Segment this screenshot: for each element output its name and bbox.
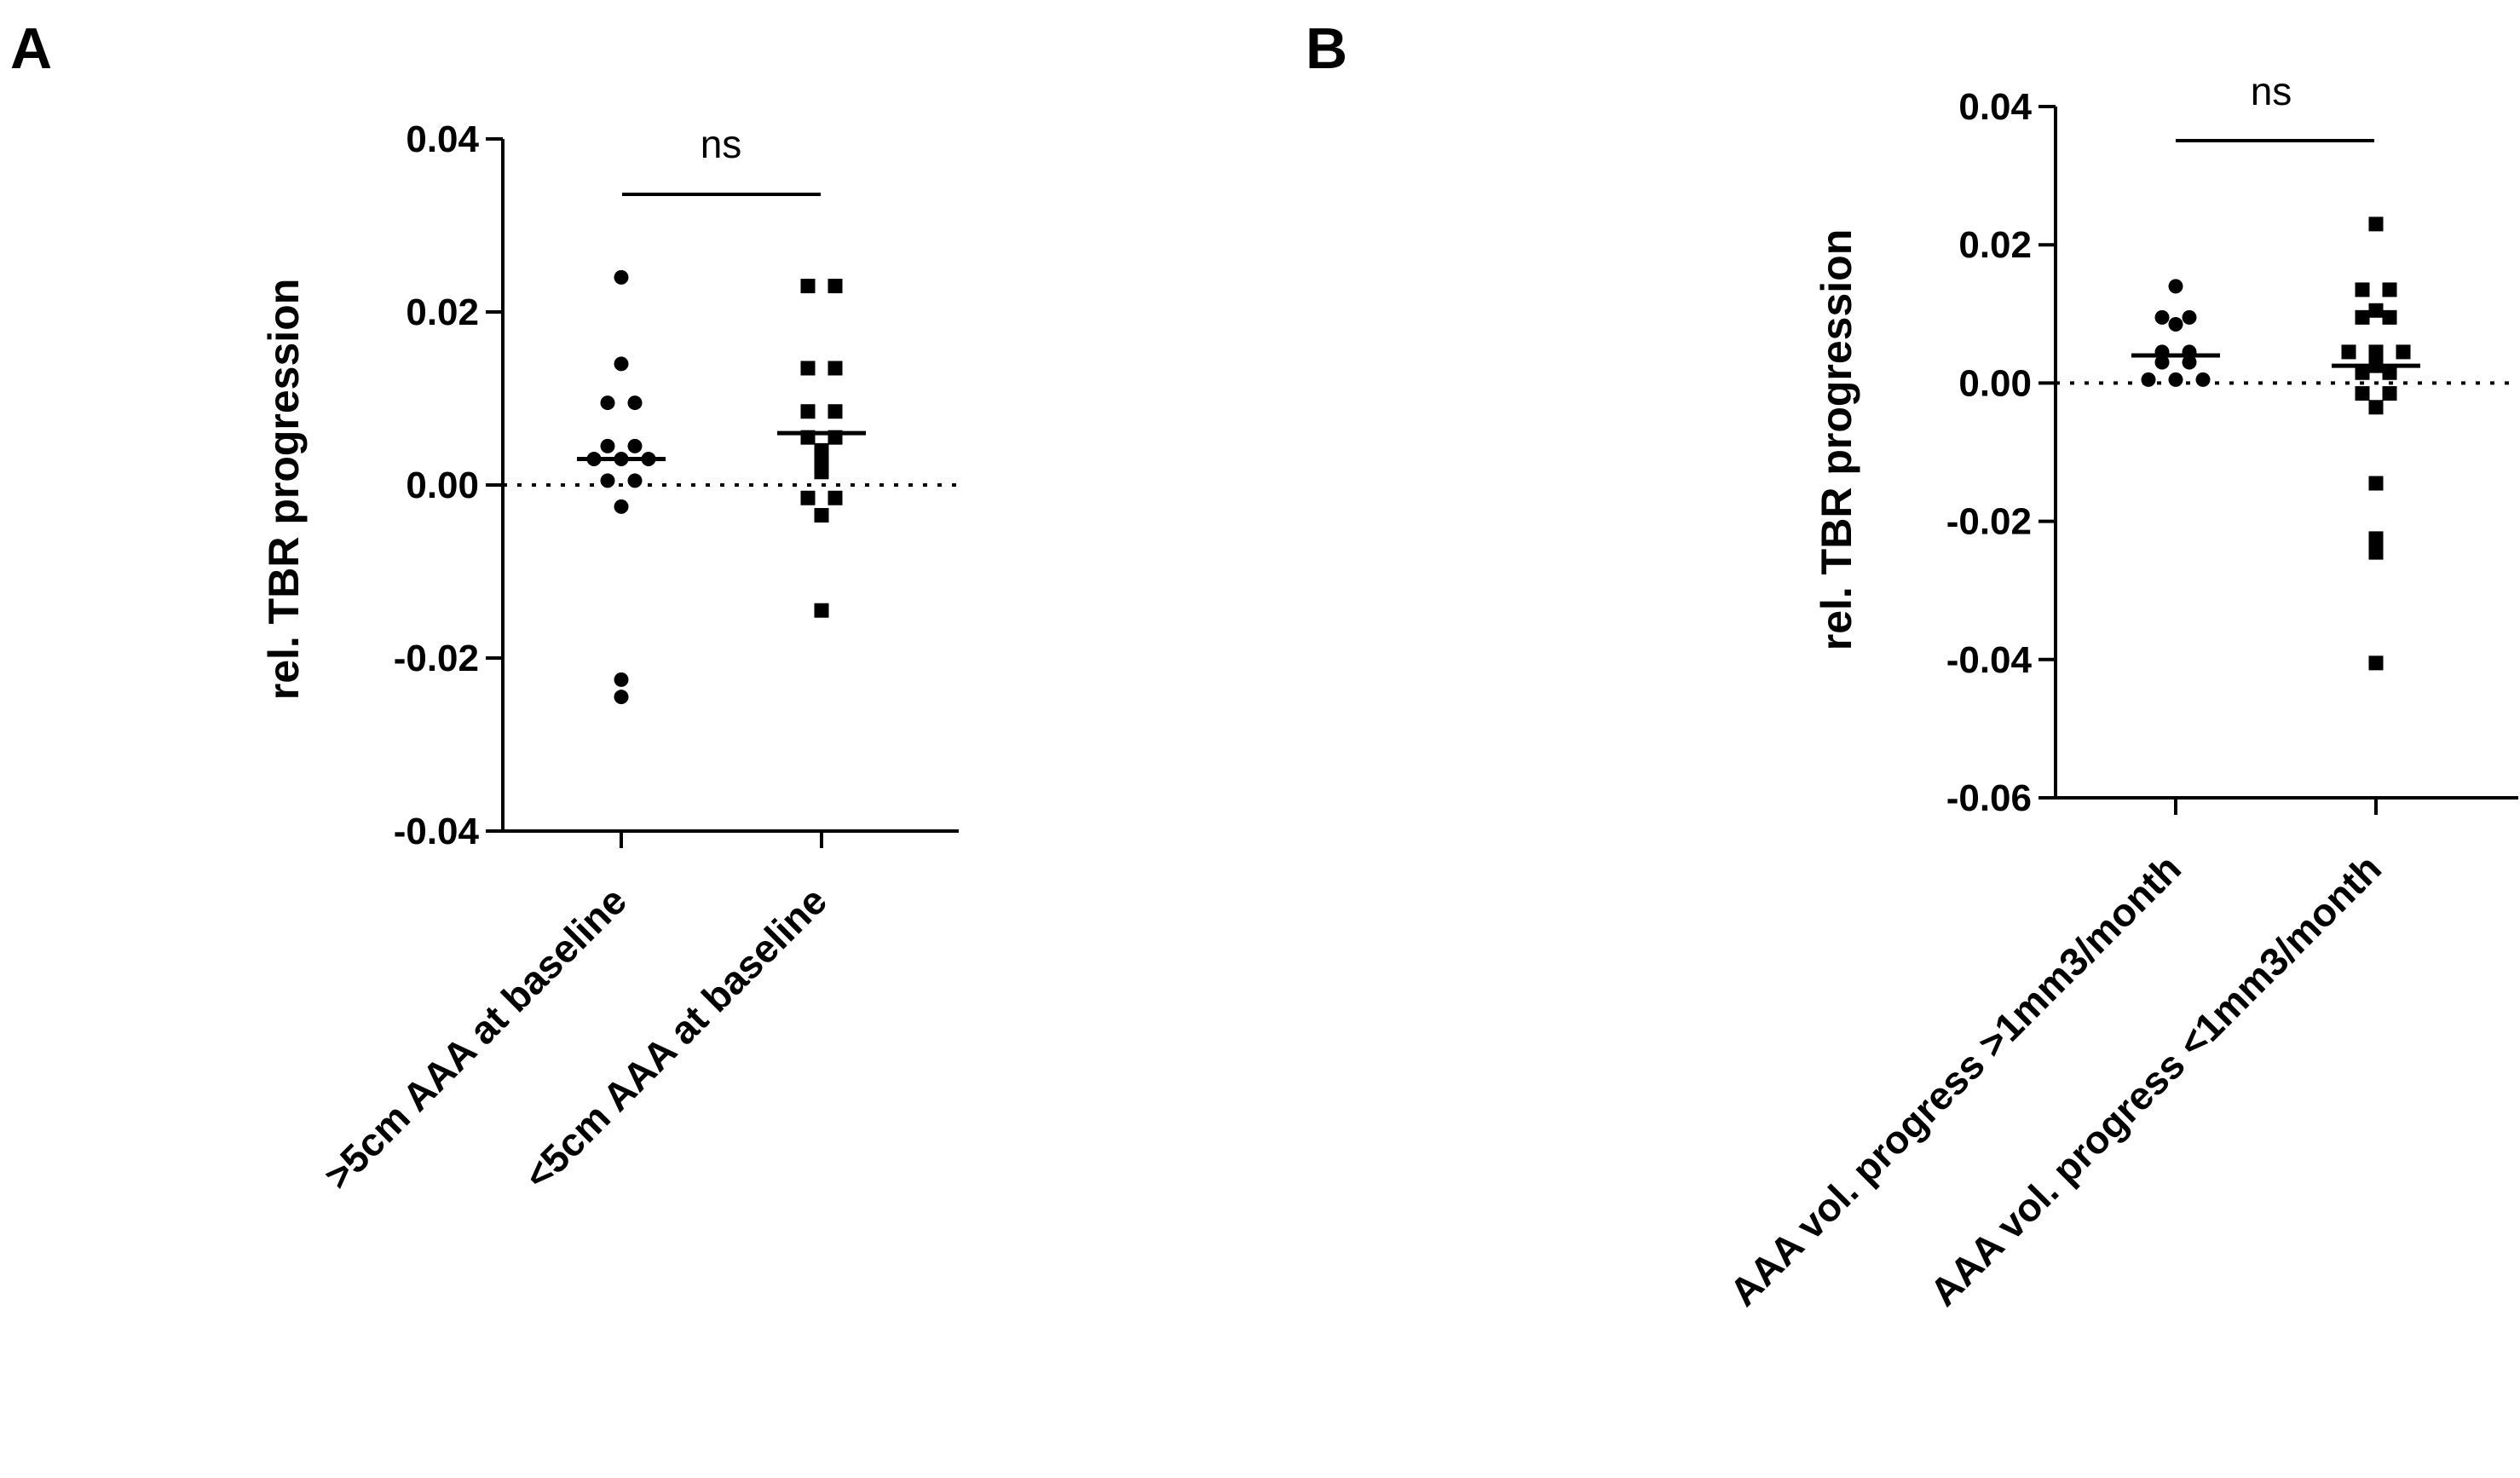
panel-b-data-point (2182, 309, 2197, 325)
panel-a-data-point (800, 490, 816, 505)
panel-b-data-point (2141, 372, 2156, 387)
panel-a-data-point (614, 356, 629, 372)
panel-b-data-point (2168, 372, 2183, 387)
panel-b-data-point (2355, 386, 2370, 401)
panel-b-data-point (2341, 344, 2356, 360)
panel-a-data-point (614, 690, 629, 705)
panel-b-data-point (2168, 316, 2183, 332)
panel-b-data-point (2396, 344, 2411, 360)
panel-a-y-tick-label: -0.02 (394, 638, 479, 679)
panel-b-data-point (2368, 217, 2384, 232)
panel-a-data-point (627, 438, 643, 453)
panel-a-data-point (627, 395, 643, 411)
panel-b-significance-label: ns (2251, 69, 2292, 113)
panel-a-data-point (627, 473, 643, 488)
panel-b-data-point (2168, 279, 2183, 294)
panel-b-y-tick-label: -0.06 (1946, 777, 2032, 819)
panel-a-data-point (828, 490, 843, 505)
panel-b-y-tick-label: -0.02 (1946, 501, 2032, 543)
panel-b-letter: B (1306, 16, 1347, 81)
panel-a-data-point (828, 361, 843, 376)
panel-a-y-tick-label: -0.04 (394, 811, 480, 852)
panel-a-data-point (814, 603, 829, 618)
panel-b-data-point (2195, 372, 2211, 387)
panel-a-data-point (828, 404, 843, 419)
panel-a-y-tick-label: 0.00 (406, 465, 479, 506)
panel-a-data-point (814, 442, 829, 458)
panel-b-y-tick-label: -0.04 (1946, 639, 2033, 681)
panel-b-data-point (2368, 476, 2384, 491)
panel-b-data-point (2368, 655, 2384, 671)
panel-a-y-tick-label: 0.04 (406, 118, 479, 160)
panel-a-y-axis-label: rel. TBR progression (260, 279, 308, 701)
panel-b-data-point (2355, 282, 2370, 297)
panel-b-data-point (2182, 355, 2197, 370)
panel-a-y-tick-label: 0.02 (406, 292, 479, 333)
panel-a-data-point (600, 438, 615, 453)
panel-a-significance-label: ns (701, 122, 742, 166)
panel-a-data-point (614, 672, 629, 687)
panel-a-data-point (800, 361, 816, 376)
panel-a-data-point (614, 269, 629, 285)
panel-a-data-point (600, 395, 615, 411)
panel-b-plot: 0.04 0.02 0.00 -0.02 -0.04 -0.06 (1946, 86, 2518, 819)
panel-a-plot: 0.04 0.02 0.00 -0.02 -0.04 (394, 118, 959, 852)
panel-a-data-point (814, 508, 829, 523)
panel-a-data-point (814, 465, 829, 480)
panel-b-data-point (2355, 309, 2370, 325)
panel-b-y-axis-label: rel. TBR progression (1813, 229, 1860, 651)
panel-b-y-tick-label: 0.04 (1958, 86, 2032, 128)
panel-a-data-point (600, 473, 615, 488)
panel-b-data-point (2382, 309, 2397, 325)
panel-a-data-point (614, 499, 629, 514)
panel-b-data-point (2368, 303, 2384, 318)
panel-b-data-point (2368, 531, 2384, 546)
panel-b-data-point (2382, 282, 2397, 297)
panel-b-data-point (2368, 400, 2384, 415)
panel-b-data-point (2154, 309, 2170, 325)
panel-b-data-point (2154, 355, 2170, 370)
panel-a-data-point (800, 279, 816, 294)
panel-b-data-point (2382, 386, 2397, 401)
panel-b-data-point (2368, 545, 2384, 560)
panel-a-letter: A (10, 16, 52, 81)
panel-a-data-point (828, 279, 843, 294)
panel-b-y-tick-label: 0.02 (1958, 224, 2032, 266)
panel-b-data-point (2382, 365, 2397, 380)
panel-b-data-point (2368, 344, 2384, 360)
panel-a-data-point (800, 404, 816, 419)
panel-b-y-tick-label: 0.00 (1958, 362, 2032, 404)
panel-b-data-point (2355, 365, 2370, 380)
